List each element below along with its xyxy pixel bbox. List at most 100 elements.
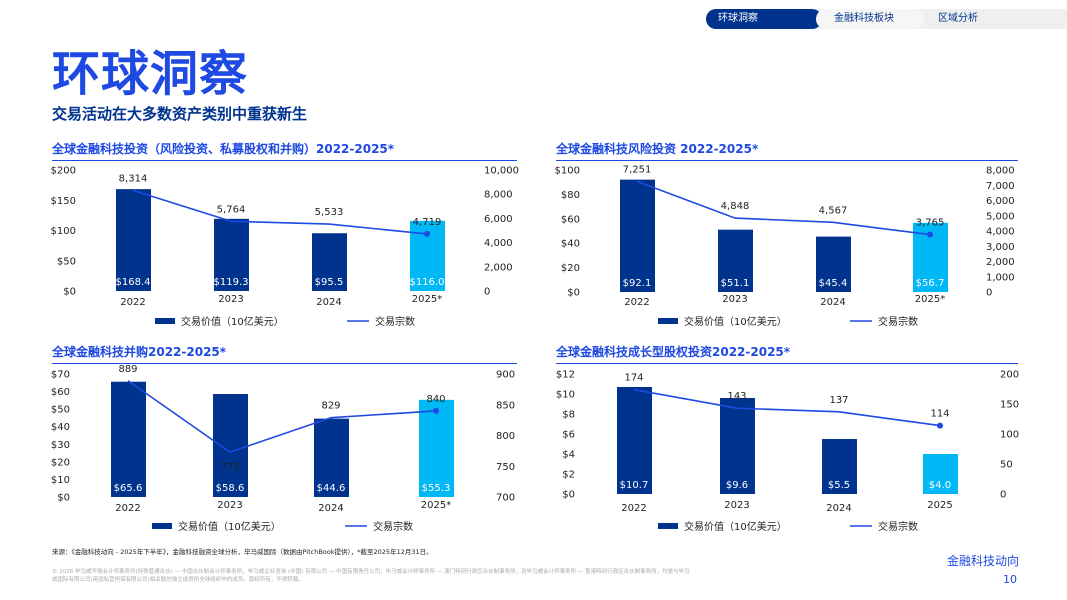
x-category-label: 2023 xyxy=(724,500,749,511)
publication-name: 金融科技动向 xyxy=(946,554,1019,568)
source-note: 来源：《金融科技动向 - 2025年下半年》，金融科技融资全球分析，毕马威国际（… xyxy=(52,548,433,556)
line-point xyxy=(433,407,439,414)
bar xyxy=(718,229,753,292)
y-left-tick: $60 xyxy=(51,387,70,398)
bar xyxy=(213,394,248,497)
section-tabs: 环球洞察 金融科技板块 区域分析 xyxy=(706,9,1067,29)
count-line xyxy=(132,189,428,235)
chart-title-2: 全球金融科技风险投资 2022-2025* xyxy=(556,140,1018,161)
y-left-tick: $2 xyxy=(562,470,575,481)
bar-value-label: $9.6 xyxy=(726,480,748,491)
bar xyxy=(312,233,347,291)
bar xyxy=(111,381,146,497)
y-right-tick: 5,000 xyxy=(986,211,1015,222)
count-line xyxy=(636,180,931,236)
chart-title-1: 全球金融科技投资（风险投资、私募股权和并购）2022-2025* xyxy=(52,140,517,161)
bar-value-label: $116.0 xyxy=(410,277,445,288)
legend-bar-swatch xyxy=(658,318,678,324)
y-right-tick: 4,000 xyxy=(484,238,513,249)
bar-value-label: $95.5 xyxy=(315,277,344,288)
y-left-tick: $6 xyxy=(562,430,575,441)
line-value-label: 143 xyxy=(727,391,746,402)
y-left-tick: $8 xyxy=(562,410,575,421)
y-right-tick: 850 xyxy=(496,400,515,411)
y-right-tick: 0 xyxy=(986,288,992,299)
line-value-label: 840 xyxy=(426,394,445,405)
bar-value-label: $55.3 xyxy=(422,483,451,494)
bar-value-label: $51.1 xyxy=(721,278,750,289)
y-right-tick: 100 xyxy=(1000,430,1019,441)
y-left-tick: $4 xyxy=(562,450,575,461)
y-right-tick: 4,000 xyxy=(986,227,1015,238)
line-value-label: 3,765 xyxy=(916,218,945,229)
line-value-label: 114 xyxy=(930,409,949,420)
y-left-tick: $0 xyxy=(562,490,575,501)
line-value-label: 773 xyxy=(220,462,239,473)
chart-title-4: 全球金融科技成长型股权投资2022-2025* xyxy=(556,343,1018,364)
y-left-tick: $0 xyxy=(57,493,70,504)
bar-value-label: $58.6 xyxy=(216,483,245,494)
line-value-label: 829 xyxy=(321,401,340,412)
y-right-tick: 6,000 xyxy=(986,196,1015,207)
y-left-tick: $40 xyxy=(561,239,580,250)
count-line xyxy=(633,388,941,427)
x-category-label: 2023 xyxy=(217,500,242,511)
legend-line-label: 交易宗数 xyxy=(878,315,918,328)
legend-line-label: 交易宗数 xyxy=(373,520,413,533)
legend-bar-swatch xyxy=(658,523,678,529)
y-right-tick: 800 xyxy=(496,431,515,442)
y-left-tick: $100 xyxy=(51,226,76,237)
bar-value-label: $65.6 xyxy=(114,483,143,494)
bar xyxy=(923,454,958,494)
y-right-tick: 10,000 xyxy=(484,166,519,177)
page-subtitle: 交易活动在大多数资产类别中重获新生 xyxy=(52,105,308,123)
legend-line-label: 交易宗数 xyxy=(375,315,415,328)
bar-value-label: $44.6 xyxy=(317,483,346,494)
x-category-label: 2025 xyxy=(927,500,952,511)
bar-value-label: $168.4 xyxy=(116,277,151,288)
y-right-tick: 900 xyxy=(496,370,515,381)
bar xyxy=(314,418,349,497)
bar-value-label: $5.5 xyxy=(828,480,850,491)
y-right-tick: 6,000 xyxy=(484,214,513,225)
line-value-label: 4,567 xyxy=(819,205,848,216)
bar xyxy=(822,439,857,494)
y-right-tick: 50 xyxy=(1000,460,1013,471)
tab-global-insights[interactable]: 环球洞察 xyxy=(706,9,822,29)
y-right-tick: 7,000 xyxy=(986,181,1015,192)
y-right-tick: 8,000 xyxy=(986,166,1015,177)
y-left-tick: $80 xyxy=(561,190,580,201)
x-category-label: 2025* xyxy=(421,500,451,511)
bar xyxy=(214,218,249,291)
y-left-tick: $10 xyxy=(51,475,70,486)
line-value-label: 7,251 xyxy=(623,164,652,175)
y-left-tick: $70 xyxy=(51,370,70,381)
y-right-tick: 200 xyxy=(1000,370,1019,381)
line-value-label: 889 xyxy=(118,364,137,375)
y-left-tick: $0 xyxy=(567,288,580,299)
legend-bar-swatch xyxy=(155,318,175,324)
legend-bar-label: 交易价值（10亿美元） xyxy=(684,520,787,533)
y-right-tick: 3,000 xyxy=(986,242,1015,253)
legend-bar-label: 交易价值（10亿美元） xyxy=(181,315,284,328)
tab-regional-analysis[interactable]: 区域分析 xyxy=(938,13,978,24)
y-left-tick: $40 xyxy=(51,422,70,433)
page-title: 环球洞察 xyxy=(52,46,249,102)
bar xyxy=(617,387,652,494)
line-value-label: 174 xyxy=(624,373,643,384)
bar-value-label: $45.4 xyxy=(819,278,848,289)
y-right-tick: 1,000 xyxy=(986,272,1015,283)
legend-bar-label: 交易价值（10亿美元） xyxy=(684,315,787,328)
line-point xyxy=(937,422,943,429)
y-left-tick: $0 xyxy=(63,287,76,298)
line-value-label: 5,533 xyxy=(315,207,344,218)
y-left-tick: $50 xyxy=(51,405,70,416)
x-category-label: 2025* xyxy=(412,294,442,305)
line-value-label: 137 xyxy=(829,395,848,406)
legend-bar-swatch xyxy=(152,523,172,529)
y-right-tick: 8,000 xyxy=(484,190,513,201)
chart-title-3: 全球金融科技并购2022-2025* xyxy=(52,343,517,364)
tab-fintech-sectors[interactable]: 金融科技板块 xyxy=(816,9,924,29)
y-right-tick: 2,000 xyxy=(484,262,513,273)
